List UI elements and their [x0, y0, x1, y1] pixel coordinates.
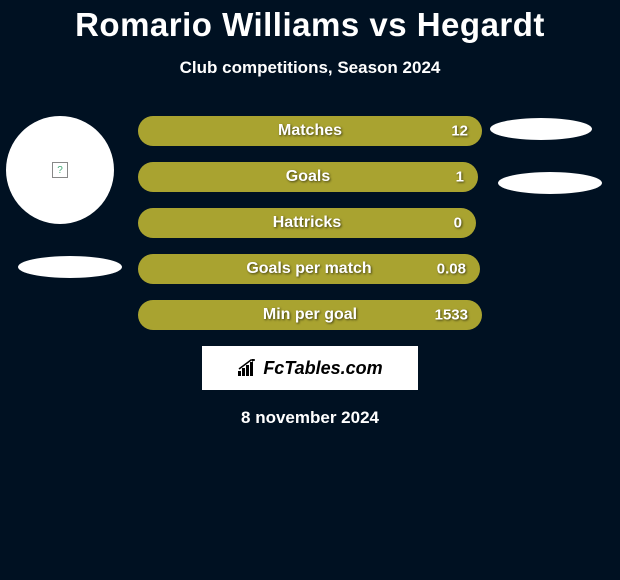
stat-label: Hattricks — [138, 214, 476, 232]
date-text: 8 november 2024 — [0, 408, 620, 428]
page-subtitle: Club competitions, Season 2024 — [0, 58, 620, 78]
stat-label: Goals — [138, 168, 478, 186]
stat-label: Min per goal — [138, 306, 482, 324]
stat-value: 1533 — [435, 307, 468, 324]
stat-bar-hattricks: Hattricks 0 — [138, 208, 476, 238]
stat-bar-goals: Goals 1 — [138, 162, 478, 192]
stat-bar-goals-per-match: Goals per match 0.08 — [138, 254, 480, 284]
avatar-shadow-right-1 — [490, 118, 592, 140]
content-area: ? Matches 12 Goals 1 Hattricks 0 Goals p… — [0, 116, 620, 428]
bar-chart-icon — [237, 359, 259, 377]
avatar-placeholder-icon: ? — [52, 162, 68, 178]
player-avatar-left: ? — [6, 116, 114, 224]
page-title: Romario Williams vs Hegardt — [0, 0, 620, 44]
avatar-shadow-right-2 — [498, 172, 602, 194]
stats-bars: Matches 12 Goals 1 Hattricks 0 Goals per… — [138, 116, 482, 330]
stat-value: 0 — [454, 215, 462, 232]
logo: FcTables.com — [237, 358, 382, 379]
stat-label: Matches — [138, 122, 482, 140]
stat-bar-matches: Matches 12 — [138, 116, 482, 146]
stat-bar-min-per-goal: Min per goal 1533 — [138, 300, 482, 330]
stat-label: Goals per match — [138, 260, 480, 278]
stat-value: 1 — [456, 169, 464, 186]
avatar-shadow-left — [18, 256, 122, 278]
stat-value: 0.08 — [437, 261, 466, 278]
logo-text: FcTables.com — [263, 358, 382, 379]
logo-box: FcTables.com — [202, 346, 418, 390]
stat-value: 12 — [451, 123, 468, 140]
